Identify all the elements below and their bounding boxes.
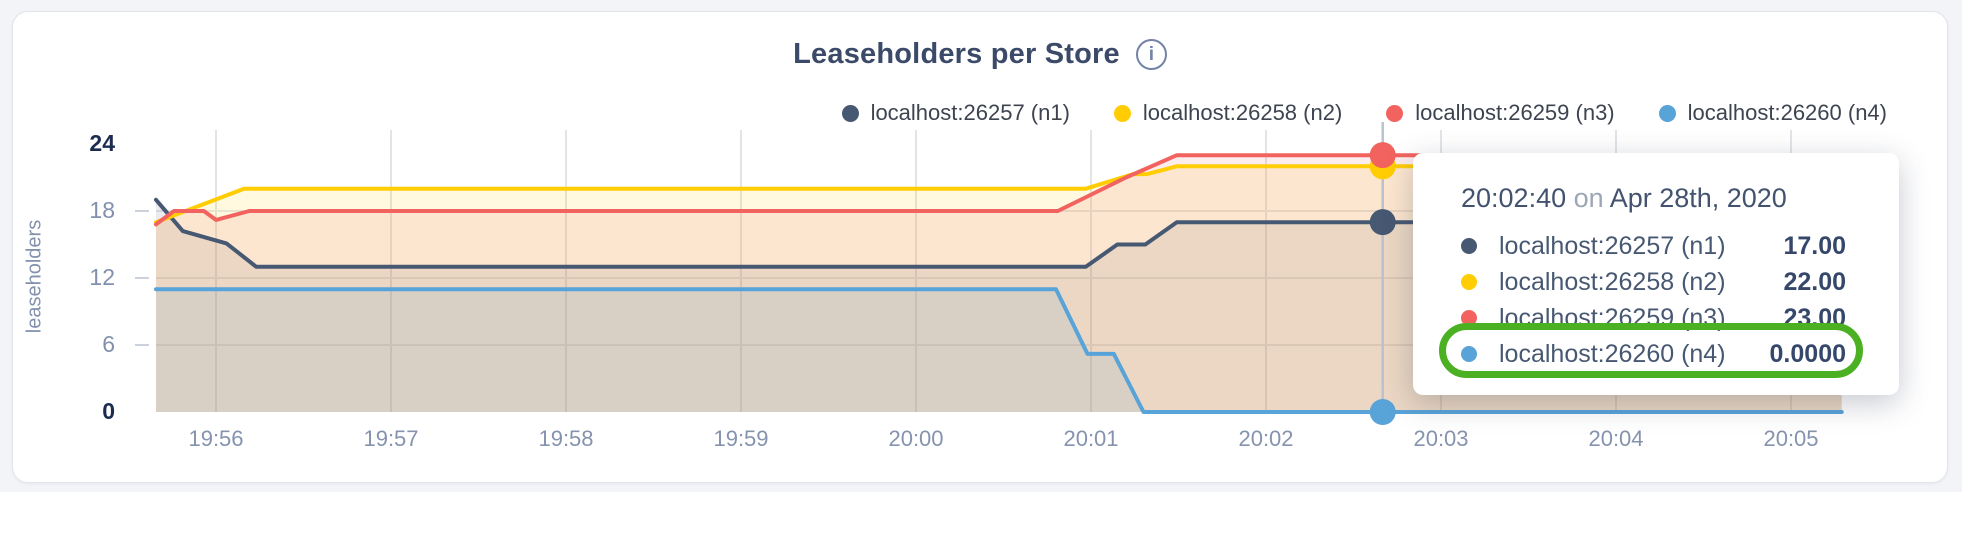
hover-point [1369, 209, 1396, 236]
legend-item[interactable]: localhost:26258 (n2) [1113, 100, 1343, 126]
chart-legend: localhost:26257 (n1) localhost:26258 (n2)… [841, 100, 1887, 126]
y-tick-label: 0 [102, 398, 115, 424]
legend-item[interactable]: localhost:26260 (n4) [1658, 100, 1887, 126]
tooltip-series-label: localhost:26258 (n2) [1499, 267, 1726, 296]
legend-label: localhost:26257 (n1) [870, 100, 1070, 125]
x-tick-label: 19:57 [363, 426, 419, 451]
x-tick-label: 20:05 [1763, 426, 1819, 451]
tooltip-row: localhost:26257 (n1) 17.00 [1461, 228, 1846, 264]
chart-header: Leaseholders per Store [13, 38, 1947, 71]
series-line [154, 287, 1844, 414]
tooltip-series-label: localhost:26259 (n3) [1499, 303, 1726, 332]
tooltip-series-value: 0.0000 [1769, 339, 1846, 368]
y-tick-label: 6 [102, 331, 115, 357]
tooltip-rows: localhost:26257 (n1) 17.00 localhost:26258… [1461, 228, 1846, 372]
legend-label: localhost:26260 (n4) [1687, 100, 1887, 125]
tooltip-series-value: 23.00 [1783, 303, 1846, 332]
tooltip-time: 20:02:40 [1461, 183, 1567, 213]
series-line [154, 197, 1844, 269]
tooltip-series-value: 22.00 [1783, 267, 1846, 296]
x-tick-label: 20:04 [1588, 426, 1644, 451]
hover-point [1369, 142, 1396, 169]
tooltip-series-label: localhost:26260 (n4) [1499, 339, 1726, 368]
tooltip-timestamp: 20:02:40 on Apr 28th, 2020 [1461, 183, 1787, 214]
y-tick-label: 12 [89, 264, 115, 290]
legend-item[interactable]: localhost:26257 (n1) [841, 100, 1070, 126]
tooltip-series-dot-icon [1461, 274, 1477, 290]
hover-point [1369, 399, 1396, 425]
chart-card: Leaseholders per Store localhost:26257 (… [12, 11, 1948, 483]
x-tick-label: 20:02 [1238, 426, 1294, 451]
tooltip-row: localhost:26260 (n4) 0.0000 [1461, 336, 1846, 372]
tooltip-date: Apr 28th, 2020 [1609, 183, 1787, 213]
info-icon[interactable] [1135, 39, 1167, 70]
x-tick-label: 20:03 [1413, 426, 1469, 451]
series-line [154, 153, 1844, 227]
y-tick-label: 18 [89, 197, 115, 223]
tooltip-series-label: localhost:26257 (n1) [1499, 231, 1726, 260]
legend-dot-icon [841, 104, 859, 122]
legend-dot-icon [1386, 104, 1404, 122]
x-tick-label: 19:59 [713, 426, 769, 451]
chart-title: Leaseholders per Store [793, 38, 1120, 70]
legend-label: localhost:26258 (n2) [1142, 100, 1343, 125]
x-tick-label: 19:58 [538, 426, 594, 451]
legend-item[interactable]: localhost:26259 (n3) [1386, 100, 1615, 126]
x-tick-label: 19:56 [188, 426, 244, 451]
legend-label: localhost:26259 (n3) [1415, 100, 1615, 125]
tooltip-series-value: 17.00 [1783, 231, 1846, 260]
tooltip-row: localhost:26259 (n3) 23.00 [1461, 300, 1846, 336]
tooltip-series-dot-icon [1461, 238, 1477, 254]
tooltip-series-dot-icon [1461, 346, 1477, 362]
hover-tooltip: 20:02:40 on Apr 28th, 2020 localhost:262… [1413, 153, 1899, 395]
tooltip-preposition: on [1573, 183, 1604, 213]
x-tick-label: 20:00 [888, 426, 944, 451]
tooltip-row: localhost:26258 (n2) 22.00 [1461, 264, 1846, 300]
tooltip-series-dot-icon [1461, 310, 1477, 326]
y-tick-label: 24 [89, 130, 115, 156]
series-area [156, 289, 1842, 412]
legend-dot-icon [1113, 104, 1131, 122]
legend-dot-icon [1658, 104, 1676, 122]
x-tick-label: 20:01 [1063, 426, 1119, 451]
